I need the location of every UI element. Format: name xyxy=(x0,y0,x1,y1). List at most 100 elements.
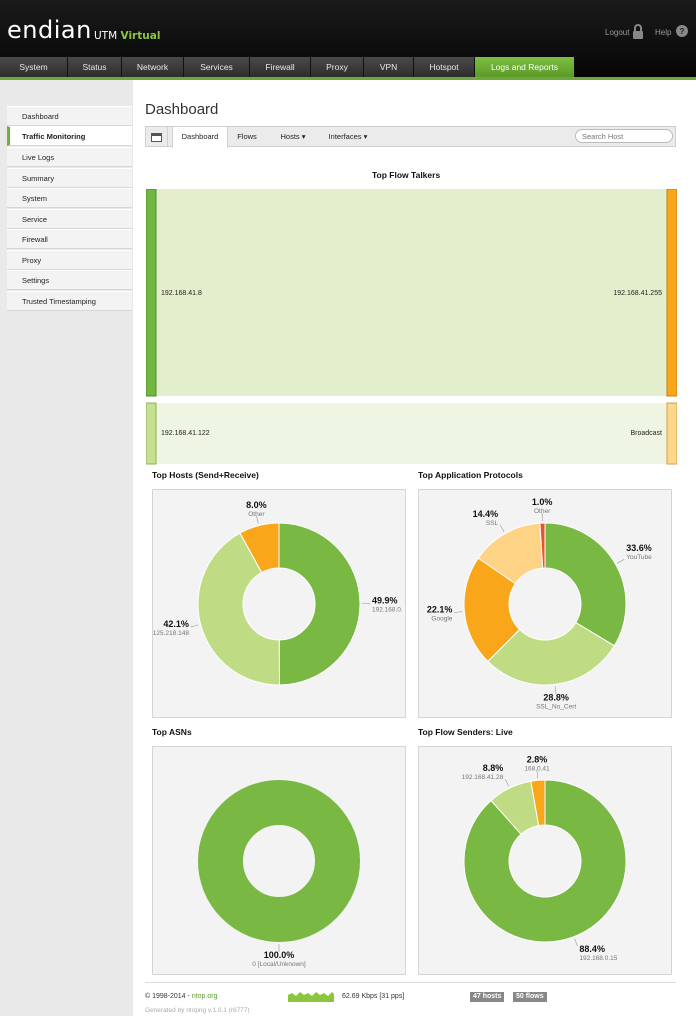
chart-title-top-hosts: Top Hosts (Send+Receive) xyxy=(152,470,259,480)
nav-underline xyxy=(0,77,696,80)
footer-generated: Generated by ntopng v.1.0.1 (r6777) xyxy=(145,1007,250,1014)
donut-chart-top-hosts: 49.9%192.168.0. 42.1%125.218.148 8.0%Other xyxy=(153,500,403,686)
nav-proxy[interactable]: Proxy xyxy=(311,57,364,77)
pie-value-label: 1.0% xyxy=(532,497,553,507)
donut-chart-top-app-protocols: 33.6%YouTube 28.8%SSL_No_Cert 22.1%Google 1… xyxy=(427,497,652,710)
flow-target-label-2: Broadcast xyxy=(630,430,662,437)
pie-category-label: Google xyxy=(431,615,452,622)
pie-leader-line xyxy=(554,686,557,695)
pie-value-label: 8.0% xyxy=(246,500,267,510)
pie-leader-line xyxy=(574,938,578,947)
pie-category-label: 125.218.148 xyxy=(153,630,189,637)
pie-slice-other[interactable] xyxy=(239,522,280,574)
pie-slice-ssl-no-cert[interactable] xyxy=(487,621,616,686)
pie-value-label: 28.8% xyxy=(543,692,569,702)
pie-value-label: 2.8% xyxy=(527,754,548,764)
page-title: Dashboard xyxy=(145,101,219,118)
help-link[interactable]: Help xyxy=(655,28,672,37)
flow-source-node-1[interactable] xyxy=(146,189,157,397)
pie-category-label: 192.168.41.28 xyxy=(462,774,504,781)
pie-value-label: 88.4% xyxy=(579,944,605,954)
sidebar-item-service[interactable]: Service xyxy=(7,209,132,229)
sidebar-item-settings[interactable]: Settings xyxy=(7,270,132,290)
ntop-link[interactable]: ntop.org xyxy=(191,993,218,1000)
nav-logs-and-reports[interactable]: Logs and Reports xyxy=(475,57,575,77)
help-icon[interactable]: ? xyxy=(675,24,689,40)
sidebar-item-summary[interactable]: Summary xyxy=(7,168,132,188)
sidebar-item-proxy[interactable]: Proxy xyxy=(7,250,132,270)
footer xyxy=(145,982,676,983)
main-nav: System Status Network Services Firewall … xyxy=(0,57,696,77)
pie-category-label: YouTube xyxy=(626,554,652,561)
pie-slice-other[interactable] xyxy=(539,522,546,569)
nav-network[interactable]: Network xyxy=(122,57,184,77)
tab-hosts[interactable]: Hosts ▾ xyxy=(280,132,306,141)
calendar-icon xyxy=(151,133,162,142)
pie-category-label: 192.168.0. xyxy=(372,607,403,614)
chart-panel-top-asns: 100.0% 0 [Local/Unknown] xyxy=(152,746,406,975)
chart-title-top-flow-senders: Top Flow Senders: Live xyxy=(418,727,513,737)
sidebar-item-firewall[interactable]: Firewall xyxy=(7,229,132,249)
nav-status[interactable]: Status xyxy=(68,57,122,77)
flow-target-label-1: 192.168.41.255 xyxy=(613,290,662,297)
sidebar-item-dashboard[interactable]: Dashboard xyxy=(7,106,132,126)
nav-system[interactable]: System xyxy=(0,57,68,77)
pie-leader-line xyxy=(256,515,259,524)
logo: endian xyxy=(7,16,92,44)
tab-dashboard[interactable]: Dashboard xyxy=(172,127,228,148)
hosts-badge[interactable]: 47 hosts xyxy=(470,992,505,1002)
pie-slice-125-218-148[interactable] xyxy=(197,532,281,686)
pie-value-label: 14.4% xyxy=(473,509,499,519)
logout-link[interactable]: Logout xyxy=(605,28,630,37)
flow-link-1[interactable] xyxy=(156,189,667,396)
tab-bar: Dashboard Flows Hosts ▾ Interfaces ▾ xyxy=(145,126,676,148)
pie-slice-192-168-0[interactable] xyxy=(278,522,361,686)
flow-target-node-2[interactable] xyxy=(666,402,677,465)
flow-link-2[interactable] xyxy=(156,403,667,464)
search-input[interactable] xyxy=(575,129,673,143)
tab-interfaces[interactable]: Interfaces ▾ xyxy=(328,132,368,141)
chart-title-top-app-protocols: Top Application Protocols xyxy=(418,470,523,480)
pie-leader-line xyxy=(504,779,509,787)
sidebar-item-system[interactable]: System xyxy=(7,188,132,208)
pie-slice-youtube[interactable] xyxy=(544,522,627,647)
pie-slice-0-local-unknown[interactable] xyxy=(198,780,360,942)
pie-leader-line xyxy=(499,524,505,532)
pie-category-label: SSL_No_Cert xyxy=(536,703,576,710)
sidebar-item-live-logs[interactable]: Live Logs xyxy=(7,147,132,167)
pie-slice-google[interactable] xyxy=(463,557,521,663)
tab-flows[interactable]: Flows xyxy=(237,132,257,141)
flow-target-node-1[interactable] xyxy=(666,189,677,397)
flows-badge[interactable]: 50 flows xyxy=(513,992,547,1002)
throughput-sparkline xyxy=(288,992,334,1002)
nav-firewall[interactable]: Firewall xyxy=(250,57,311,77)
chart-title-top-asns: Top ASNs xyxy=(152,727,192,737)
sidebar-item-traffic-monitoring[interactable]: Traffic Monitoring xyxy=(7,126,132,146)
chart-panel-top-flow-senders: 88.4% 192.168.0.15 8.8% 192.168.41.28 2.8% 16… xyxy=(418,746,672,975)
donut-chart-top-flow-senders: 88.4%192.168.0.15 8.8%192.168.41.28 2.8%16… xyxy=(462,754,627,962)
tab-home[interactable] xyxy=(146,127,168,146)
nav-vpn[interactable]: VPN xyxy=(364,57,414,77)
footer-copyright: © 1998-2014 - ntop.org xyxy=(145,993,218,1000)
sidebar-item-trusted-timestamping[interactable]: Trusted Timestamping xyxy=(7,291,132,311)
donut-chart-top-asns: 100.0%0 [Local/Unknown] xyxy=(198,780,360,968)
flow-source-label-1: 192.168.41.8 xyxy=(161,290,202,297)
nav-services[interactable]: Services xyxy=(184,57,250,77)
lock-icon[interactable] xyxy=(631,24,645,40)
pie-slice-168-0-41[interactable] xyxy=(530,779,546,827)
pie-slice-192-168-0-15[interactable] xyxy=(463,779,627,943)
svg-text:?: ? xyxy=(680,27,685,36)
chart-panel-top-hosts: 49.9% 192.168.0. 42.1% 125.218.148 8.0% Other xyxy=(152,489,406,718)
pie-value-label: 8.8% xyxy=(483,763,504,773)
pie-value-label: 42.1% xyxy=(163,619,189,629)
pie-leader-line xyxy=(536,770,539,779)
pie-leader-line xyxy=(190,624,199,628)
flow-source-label-2: 192.168.41.122 xyxy=(161,430,210,437)
flow-talkers-title: Top Flow Talkers xyxy=(372,170,441,180)
pie-value-label: 100.0% xyxy=(264,950,295,960)
pie-category-label: Other xyxy=(534,508,551,515)
pie-leader-line xyxy=(617,558,625,564)
pie-category-label: 168.0.41 xyxy=(524,765,550,772)
flow-source-node-2[interactable] xyxy=(146,402,157,465)
nav-hotspot[interactable]: Hotspot xyxy=(414,57,475,77)
